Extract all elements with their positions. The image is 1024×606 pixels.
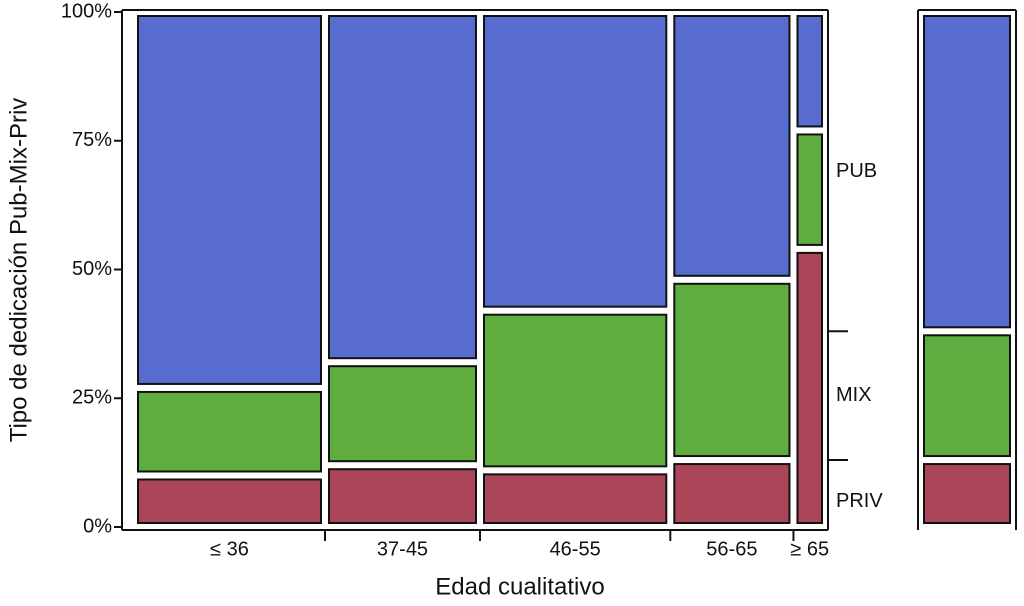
legend-label: MIX bbox=[836, 384, 872, 406]
mosaic-cell bbox=[483, 313, 668, 468]
mosaic-cell bbox=[137, 15, 322, 385]
mosaic-cell bbox=[673, 463, 791, 524]
mosaic-cell bbox=[673, 15, 791, 277]
total-cell bbox=[923, 334, 1011, 458]
mosaic-cell bbox=[137, 478, 322, 524]
mosaic-cell bbox=[796, 133, 824, 246]
mosaic-cell bbox=[483, 15, 668, 308]
y-axis-label: Tipo de dedicación Pub-Mix-Priv bbox=[5, 98, 32, 443]
mosaic-cell bbox=[137, 390, 322, 473]
x-tick-label: ≥ 65 bbox=[790, 538, 829, 560]
x-tick-label: ≤ 36 bbox=[210, 538, 249, 560]
mosaic-cell bbox=[327, 15, 477, 360]
mosaic-cell bbox=[327, 365, 477, 463]
legend-label: PUB bbox=[836, 160, 877, 182]
mosaic-cell bbox=[483, 473, 668, 525]
mosaic-cell bbox=[673, 282, 791, 458]
x-tick-label: 56-65 bbox=[706, 538, 757, 560]
total-cell bbox=[923, 463, 1011, 524]
mosaic-cell bbox=[796, 15, 824, 128]
y-tick-label: 75% bbox=[72, 129, 112, 151]
y-tick-label: 100% bbox=[61, 0, 112, 22]
y-tick-label: 0% bbox=[83, 515, 112, 537]
mosaic-cell bbox=[796, 251, 824, 524]
x-axis-label: Edad cualitativo bbox=[435, 573, 604, 600]
legend-label: PRIV bbox=[836, 490, 883, 512]
y-tick-label: 25% bbox=[72, 387, 112, 409]
mosaic-cell bbox=[327, 468, 477, 525]
x-tick-label: 37-45 bbox=[377, 538, 428, 560]
y-tick-label: 50% bbox=[72, 258, 112, 280]
total-cell bbox=[923, 15, 1011, 329]
x-tick-label: 46-55 bbox=[550, 538, 601, 560]
